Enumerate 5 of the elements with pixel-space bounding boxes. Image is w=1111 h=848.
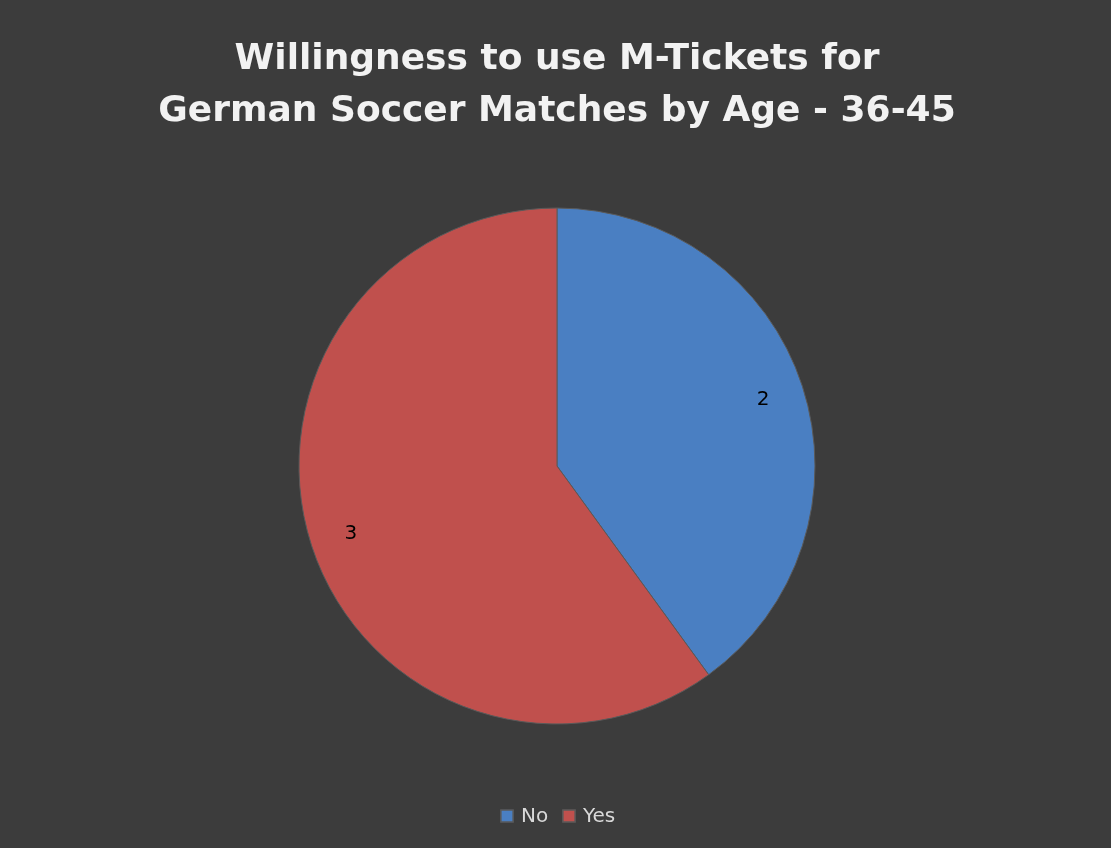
- legend-label: Yes: [582, 803, 616, 827]
- data-label: 2: [756, 386, 770, 411]
- legend-label: No: [521, 803, 549, 827]
- chart-title: Willingness to use M-Tickets for German Soccer Matches by Age - 36-45: [158, 36, 956, 129]
- data-label: 3: [344, 519, 358, 544]
